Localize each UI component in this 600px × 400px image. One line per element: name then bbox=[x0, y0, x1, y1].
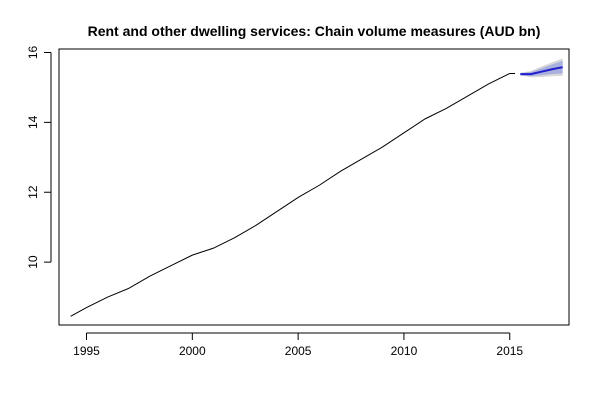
y-tick-label: 14 bbox=[26, 115, 40, 129]
y-tick-label: 10 bbox=[26, 255, 40, 269]
series-line-forecast bbox=[520, 66, 563, 76]
x-tick-label: 2005 bbox=[285, 344, 312, 358]
x-tick-label: 2010 bbox=[391, 344, 418, 358]
series-lines bbox=[70, 66, 563, 317]
y-tick-label: 12 bbox=[26, 185, 40, 199]
plot-box bbox=[58, 48, 570, 326]
series-line-historical bbox=[70, 72, 516, 317]
y-tick-label: 16 bbox=[26, 45, 40, 59]
chart-title: Rent and other dwelling services: Chain … bbox=[88, 23, 541, 39]
x-tick-label: 2000 bbox=[179, 344, 206, 358]
x-axis: 1995 2000 2005 2010 2015 bbox=[73, 332, 523, 358]
interval-band-80pct bbox=[520, 60, 563, 77]
prediction-intervals bbox=[520, 58, 563, 78]
y-axis: 10 12 14 16 bbox=[26, 45, 52, 269]
x-tick-label: 1995 bbox=[73, 344, 100, 358]
x-tick-label: 2015 bbox=[496, 344, 523, 358]
